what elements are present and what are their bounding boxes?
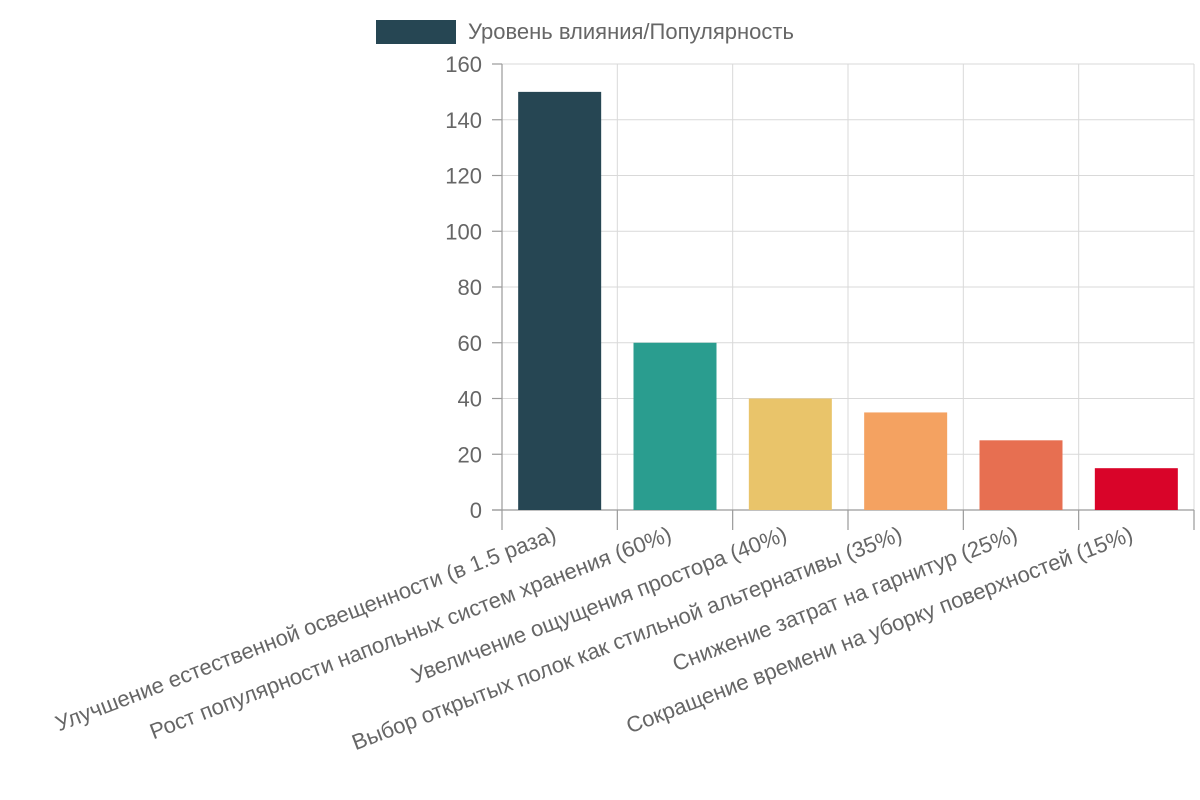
chart-legend[interactable]: Уровень влияния/Популярность: [376, 19, 794, 44]
chart-grid: [502, 63, 1195, 510]
bar[interactable]: [979, 440, 1063, 510]
legend-label: Уровень влияния/Популярность: [468, 19, 794, 44]
y-tick-label: 100: [445, 219, 482, 244]
chart-bars: [518, 91, 1178, 511]
bar[interactable]: [518, 91, 602, 510]
y-tick-label: 80: [458, 275, 482, 300]
y-tick-label: 60: [458, 331, 482, 356]
y-tick-label: 20: [458, 442, 482, 467]
y-tick-label: 0: [470, 498, 482, 523]
legend-swatch: [376, 20, 456, 44]
y-axis-tick-labels: 0 20 40 60 80 100 120 140 160: [445, 52, 482, 523]
y-tick-label: 160: [445, 52, 482, 77]
chart-axes: [492, 63, 1195, 530]
x-axis-tick-labels: Улучшение естественной освещенности (в 1…: [52, 521, 1136, 755]
bar[interactable]: [1094, 468, 1178, 510]
y-tick-label: 140: [445, 108, 482, 133]
y-tick-label: 40: [458, 387, 482, 412]
bar[interactable]: [633, 342, 717, 510]
y-tick-label: 120: [445, 164, 482, 189]
bar[interactable]: [864, 412, 948, 510]
bar[interactable]: [748, 398, 832, 511]
